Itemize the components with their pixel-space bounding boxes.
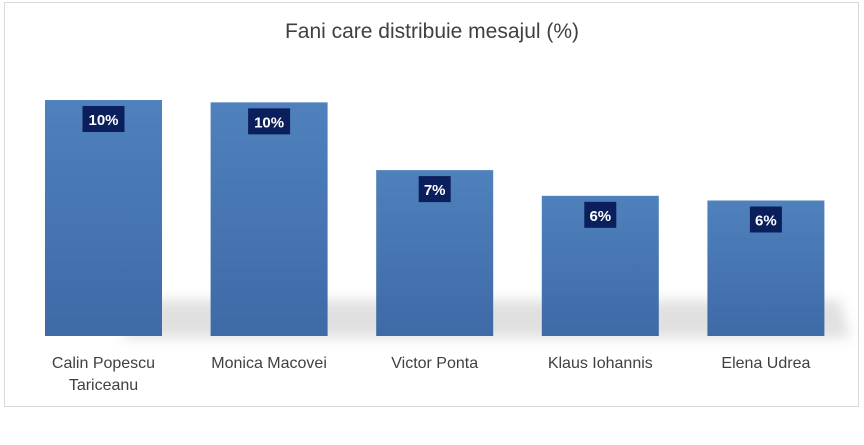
- category-labels: Calin Popescu Tariceanu Monica Macovei Vict…: [52, 355, 811, 394]
- data-label-box: [82, 106, 125, 133]
- data-label: 6%: [755, 212, 777, 229]
- data-label: 6%: [589, 208, 611, 225]
- bars: 10% 10% 7% 6% 6%: [45, 100, 825, 336]
- chart-title: Fani care distribuie mesajul (%): [285, 20, 579, 43]
- tick-label: Monica Macovei: [211, 355, 327, 372]
- data-label-box: [418, 176, 451, 203]
- data-label: 10%: [88, 112, 118, 129]
- bar: [45, 100, 162, 336]
- data-label: 10%: [254, 114, 284, 131]
- data-label-box: [749, 206, 782, 233]
- data-label: 7%: [424, 182, 446, 199]
- tick-label: Calin Popescu Tariceanu: [52, 355, 155, 394]
- bar: [210, 102, 328, 336]
- tick-label: Klaus Iohannis: [548, 355, 653, 372]
- tick-label: Elena Udrea: [721, 355, 810, 372]
- data-label-box: [584, 201, 617, 228]
- tick-label: Victor Ponta: [391, 355, 478, 372]
- data-label-box: [248, 108, 291, 135]
